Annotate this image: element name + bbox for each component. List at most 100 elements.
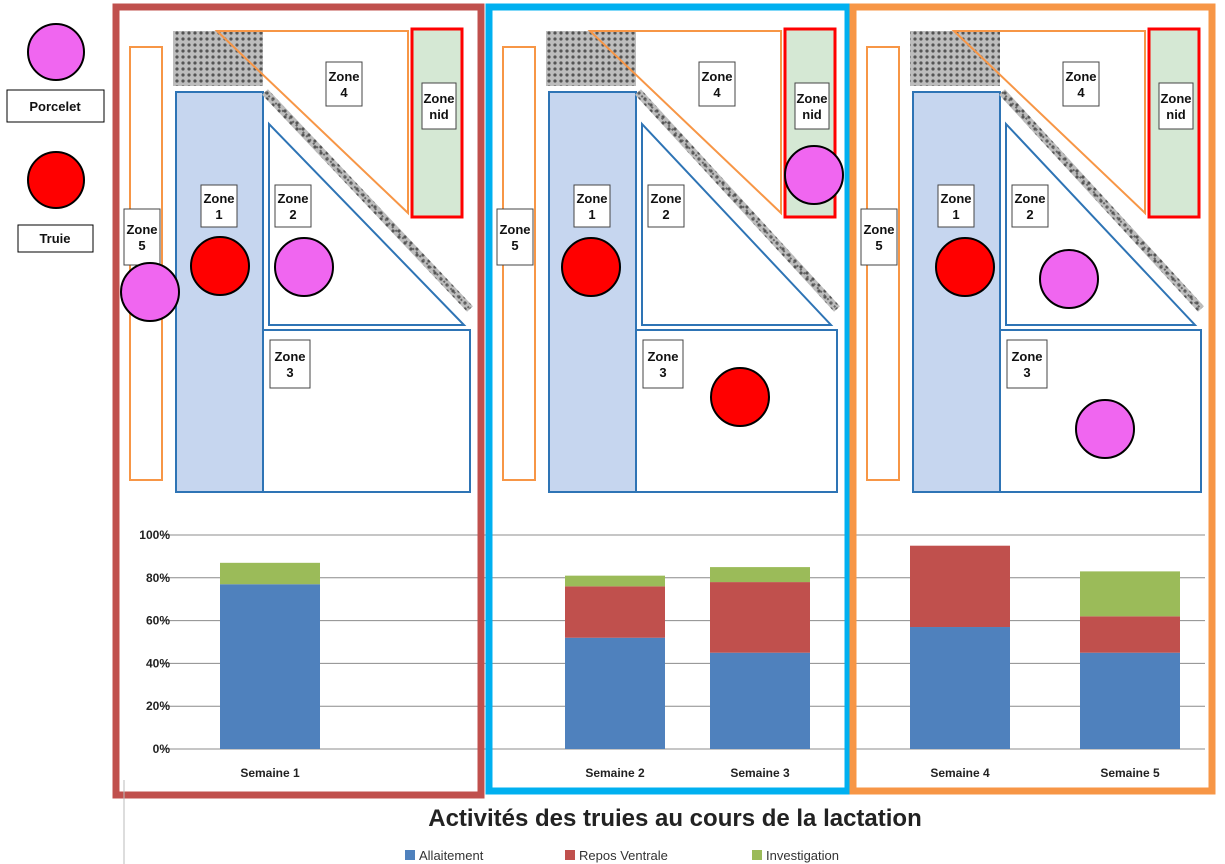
- y-tick-label: 100%: [139, 528, 170, 542]
- truie-symbol: [27, 151, 85, 209]
- legend-swatch: [405, 850, 415, 860]
- bar-investigation: [710, 567, 810, 583]
- chart-grid: [160, 534, 1205, 750]
- legend-swatch: [752, 850, 762, 860]
- chart-title: Activités des truies au cours de la lact…: [428, 805, 922, 832]
- zone-label-text: 4: [1077, 85, 1085, 100]
- y-tick-label: 20%: [146, 699, 170, 713]
- bar-allaitement: [710, 652, 810, 749]
- bar-investigation: [565, 575, 665, 587]
- zone-label-text: 1: [588, 207, 595, 222]
- zone-label-text: Zone: [701, 69, 732, 84]
- legend-label: Allaitement: [419, 848, 484, 863]
- zone-label-box: [1006, 339, 1048, 389]
- truie-marker: [561, 237, 621, 297]
- zone-label-text: 3: [286, 365, 293, 380]
- panel-border: [485, 3, 852, 795]
- zone-label-text: 4: [713, 85, 721, 100]
- zone-label-text: 5: [511, 238, 518, 253]
- legend-label: Repos Ventrale: [579, 848, 668, 863]
- zone-label-text: 3: [1023, 365, 1030, 380]
- truie-label-box: [17, 224, 94, 253]
- panel-border: [112, 3, 485, 799]
- zone-label-text: 5: [138, 238, 145, 253]
- zone-label-box: [421, 82, 457, 130]
- zone-label-box: [1011, 184, 1049, 228]
- zone-label-box: [937, 184, 975, 228]
- legend-swatch: [565, 850, 575, 860]
- zone4-area: [214, 30, 409, 216]
- zone-label-text: 3: [659, 365, 666, 380]
- porcelet-marker: [784, 145, 844, 205]
- truie-label: Truie: [39, 231, 70, 246]
- bar-allaitement: [220, 584, 320, 749]
- zone4-area: [951, 30, 1146, 216]
- x-tick-label: Semaine 5: [1100, 766, 1160, 780]
- zone-label-box: [642, 339, 684, 389]
- zone-label-text: 2: [289, 207, 296, 222]
- zone-label-text: Zone: [940, 191, 971, 206]
- porcelet-marker: [1039, 249, 1099, 309]
- zone-label-box: [123, 208, 161, 266]
- bar-investigation: [220, 562, 320, 585]
- key-porcelet: Porcelet: [6, 23, 105, 123]
- zone-label-text: Zone: [1011, 349, 1042, 364]
- x-tick-labels: Semaine 1 Semaine 2 Semaine 3 Semaine 4 Sema…: [240, 766, 1160, 780]
- zone-label-text: Zone: [274, 349, 305, 364]
- zone-label-text: Zone: [576, 191, 607, 206]
- zone4-area: [587, 30, 782, 216]
- zone-label-text: Zone: [647, 349, 678, 364]
- zone-label-box: [269, 339, 311, 389]
- bar-repos-ventrale: [565, 586, 665, 638]
- zone-label-text: Zone: [328, 69, 359, 84]
- diagonal-barrier-dots: [1001, 91, 1202, 310]
- x-tick-label: Semaine 4: [930, 766, 990, 780]
- zone-label-box: [860, 208, 898, 266]
- truie-marker: [935, 237, 995, 297]
- y-tick-labels: 0% 20% 40% 60% 80% 100%: [139, 528, 170, 756]
- zone-label-box: [698, 61, 736, 107]
- diagonal-barrier-dots: [637, 91, 838, 310]
- porcelet-label-box: [6, 89, 105, 123]
- zone-label-box: [794, 82, 830, 130]
- x-tick-label: Semaine 1: [240, 766, 300, 780]
- feeder-hatch: [910, 31, 1000, 86]
- zone-label-box: [200, 184, 238, 228]
- chart-legend: Allaitement Repos Ventrale Investigation: [405, 848, 839, 863]
- y-tick-label: 80%: [146, 571, 170, 585]
- zone-label-box: [274, 184, 312, 228]
- zone-label-text: nid: [429, 107, 449, 122]
- zone-label-box: [647, 184, 685, 228]
- bar-investigation: [1080, 571, 1180, 617]
- x-tick-label: Semaine 3: [730, 766, 790, 780]
- zone-label-text: Zone: [650, 191, 681, 206]
- porcelet-marker: [120, 262, 180, 322]
- feeder-hatch: [546, 31, 636, 86]
- porcelet-symbol: [27, 23, 85, 81]
- zone-label-text: nid: [1166, 107, 1186, 122]
- porcelet-label: Porcelet: [29, 99, 81, 114]
- zone-label-text: Zone: [1160, 91, 1191, 106]
- porcelet-marker: [1075, 399, 1135, 459]
- truie-marker: [710, 367, 770, 427]
- zone-label-box: [325, 61, 363, 107]
- y-tick-label: 0%: [153, 742, 171, 756]
- bar-repos-ventrale: [710, 582, 810, 653]
